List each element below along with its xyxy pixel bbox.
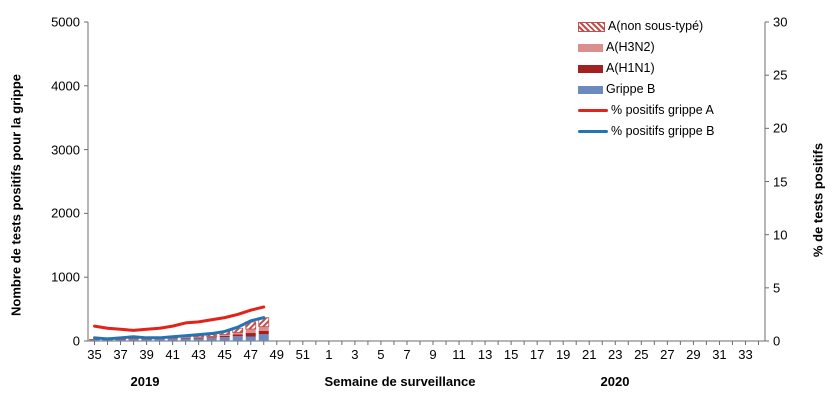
bar-segment (206, 338, 217, 341)
legend-swatch-solid (578, 64, 603, 73)
x-tick-label: 51 (295, 347, 311, 362)
x-tick-label: 45 (217, 347, 232, 362)
x-tick-label: 43 (191, 347, 206, 362)
bar-segment (245, 336, 256, 341)
x-tick-label: 39 (139, 347, 154, 362)
x-tick-label: 19 (555, 347, 571, 362)
year-label-2020: 2020 (600, 374, 630, 389)
bar-segment (232, 332, 243, 335)
bar-segment (245, 333, 256, 337)
x-tick-label: 3 (351, 347, 359, 362)
x-tick-label: 41 (165, 347, 180, 362)
legend-label: Grippe B (606, 82, 656, 97)
bar-segment (141, 339, 152, 341)
legend-item: % positifs grippe A (578, 100, 715, 121)
y-right-tick-label: 5 (773, 280, 781, 296)
year-label-2019: 2019 (130, 374, 160, 389)
bar-segment (219, 334, 230, 336)
x-axis-title: Semaine de surveillance (324, 374, 476, 389)
x-tick-label: 9 (429, 347, 437, 362)
bar-segment (219, 337, 230, 341)
legend-label: % positifs grippe A (611, 103, 714, 118)
y-right-tick-label: 10 (773, 227, 788, 243)
legend-label: A(non sous-typé) (608, 19, 704, 34)
y-left-axis-title: Nombre de tests positifs pour la grippe (8, 74, 24, 316)
y-left-tick-label: 5000 (51, 14, 80, 30)
bar-segment (180, 338, 191, 341)
y-left-tick-label: 4000 (51, 78, 80, 94)
pct-line (93, 305, 266, 332)
bar-segment (219, 335, 230, 338)
x-tick-label: 21 (582, 347, 597, 362)
y-left-tick-label: 0 (72, 333, 80, 349)
legend-item: A(non sous-typé) (578, 16, 715, 37)
x-tick-label: 29 (686, 347, 701, 362)
pct-line (93, 316, 266, 341)
x-tick-label: 27 (660, 347, 675, 362)
legend-swatch-solid (578, 43, 603, 52)
legend-label: % positifs grippe B (611, 124, 715, 139)
y-right-tick-label: 20 (773, 120, 788, 136)
legend-label: A(H1N1) (606, 61, 655, 76)
x-tick-label: 37 (113, 347, 128, 362)
legend-swatch-solid (578, 85, 603, 94)
x-tick-label: 49 (269, 347, 284, 362)
bar-segment (180, 337, 191, 339)
bar-segment (206, 337, 217, 339)
legend-item: Grippe B (578, 79, 715, 100)
y-left-tick-label: 2000 (51, 205, 80, 221)
x-tick-label: 1 (325, 347, 333, 362)
y-left-tick-label: 1000 (51, 269, 80, 285)
y-right-tick-label: 30 (773, 14, 788, 30)
bar-segment (245, 329, 256, 334)
x-tick-label: 15 (503, 347, 519, 362)
x-tick-label: 17 (529, 347, 545, 362)
bar-segment (167, 339, 178, 341)
bar-segment (232, 334, 243, 337)
y-left-tick-label: 3000 (51, 142, 80, 158)
x-tick-label: 47 (243, 347, 258, 362)
bar-segment (258, 334, 269, 341)
chart-legend: A(non sous-typé) A(H3N2) A(H1N1) Grippe B % … (578, 16, 715, 142)
bar-segment (89, 340, 100, 341)
bar-segment (258, 330, 269, 335)
y-right-tick-label: 25 (773, 67, 788, 83)
legend-swatch-hatched (578, 21, 605, 32)
x-tick-label: 25 (634, 347, 649, 362)
bar-segment (232, 336, 243, 341)
bar-segment (193, 336, 204, 338)
bar-segment (154, 339, 165, 341)
x-tick-label: 35 (87, 347, 102, 362)
x-tick-label: 31 (712, 347, 727, 362)
legend-item: A(H1N1) (578, 58, 715, 79)
x-tick-label: 33 (738, 347, 753, 362)
bar-segment (193, 337, 204, 339)
legend-swatch-line (578, 109, 608, 112)
y-right-tick-label: 0 (773, 333, 781, 349)
legend-label: A(H3N2) (606, 40, 655, 55)
legend-item: A(H3N2) (578, 37, 715, 58)
x-tick-label: 13 (477, 347, 493, 362)
x-tick-label: 11 (452, 347, 466, 362)
bar-segment (206, 336, 217, 338)
bar-segment (258, 326, 269, 331)
legend-swatch-line (578, 130, 608, 133)
legend-item: % positifs grippe B (578, 121, 715, 142)
x-tick-label: 7 (403, 347, 411, 362)
x-tick-label: 5 (377, 347, 385, 362)
x-tick-label: 23 (608, 347, 623, 362)
bar-segment (128, 339, 139, 341)
bar-segment (115, 340, 126, 341)
y-right-tick-label: 15 (773, 174, 788, 189)
bar-segment (102, 340, 113, 341)
bar-segment (193, 338, 204, 341)
